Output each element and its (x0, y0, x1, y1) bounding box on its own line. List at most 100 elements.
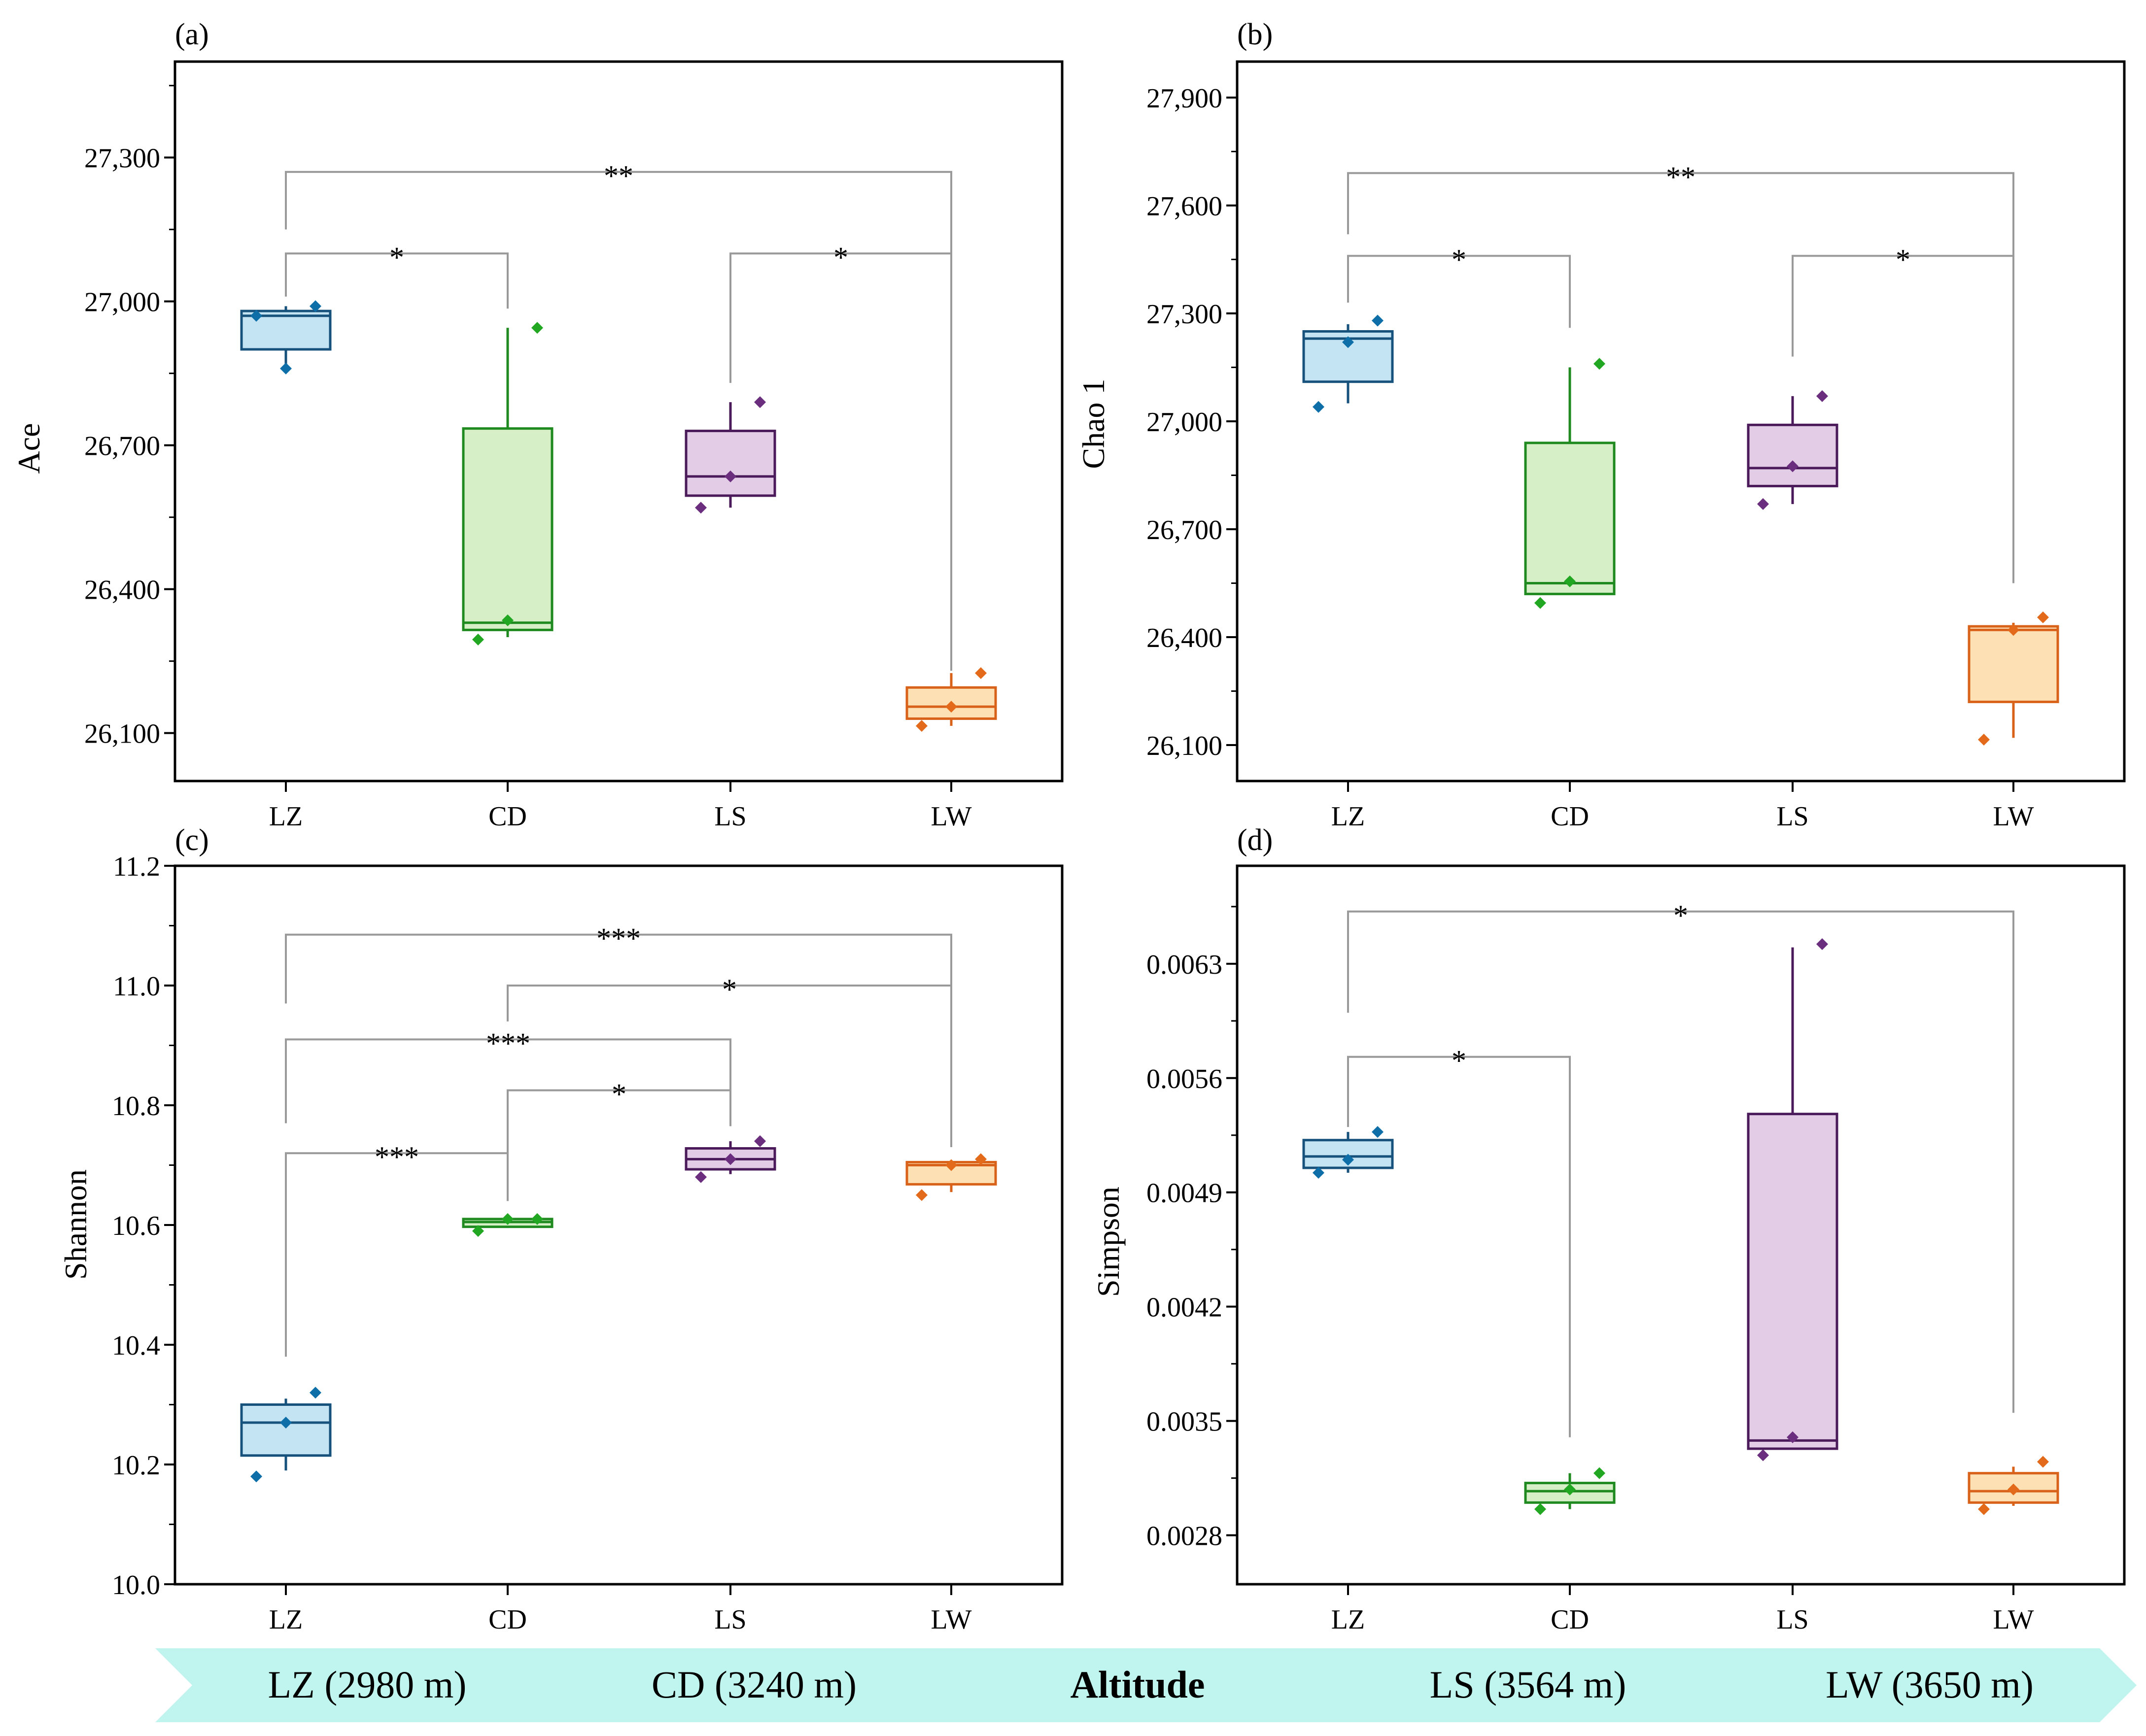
panel-d: (d) Simpson 0.00280.00350.00420.00490.00… (1091, 823, 2126, 1635)
x-tick-label-lz: LZ (1331, 1604, 1365, 1635)
significance-bracket (507, 985, 952, 1148)
panel-b-plot-area: 26,100 26,400 26,700 27,000 27,300 27,600 27,9… (1146, 83, 2059, 832)
x-tick-label-cd: CD (1551, 801, 1589, 832)
panel-b-label: (b) (1237, 18, 1273, 51)
y-tick-label: 27,300 (1146, 299, 1222, 330)
data-point-cd (531, 1213, 543, 1225)
data-point-lz (1372, 1126, 1384, 1138)
data-point-cd (1564, 575, 1576, 587)
significance-label: *** (596, 922, 641, 955)
data-point-lz (280, 1416, 292, 1429)
significance-label: * (1673, 899, 1688, 932)
significance-bracket (507, 1089, 731, 1183)
x-tick-label-lz: LZ (1331, 801, 1365, 832)
y-tick-label: 27,300 (84, 143, 160, 174)
y-tick-label: 0.0042 (1146, 1293, 1222, 1323)
panel-a-frame (173, 60, 1064, 783)
data-point-ls (695, 502, 707, 514)
box-cd (1524, 442, 1616, 595)
y-tick-label: 26,400 (84, 575, 160, 606)
altitude-arrow (155, 1648, 2137, 1722)
significance-label: * (1452, 1045, 1466, 1077)
box-ls (1747, 423, 1838, 487)
panel-b-y-axis-label: Chao 1 (1076, 378, 1111, 469)
data-point-lz (1342, 1154, 1354, 1166)
significance-label: * (833, 241, 848, 273)
x-tick-label-ls: LS (714, 801, 746, 832)
y-tick-label: 0.0035 (1146, 1407, 1222, 1437)
significance-bracket (729, 252, 952, 671)
x-tick-label-cd: CD (488, 1604, 527, 1635)
x-tick-label-lw: LW (1993, 801, 2034, 832)
significance-label: *** (486, 1027, 530, 1059)
box-cd (462, 427, 554, 631)
data-point-lw (916, 1189, 928, 1201)
y-tick-label: 27,600 (1146, 191, 1222, 222)
data-point-cd (1534, 597, 1546, 609)
banner-item-lz: LZ (2980 m) (268, 1663, 467, 1706)
significance-label: * (389, 241, 404, 273)
box-lz (240, 309, 332, 351)
box-ls (685, 429, 776, 497)
panel-c: (c) Shannon 10.0 10.2 10.4 10.6 10.8 11.0 11.2… (58, 823, 1064, 1635)
data-point-ls (1816, 938, 1828, 951)
significance-bracket (285, 1038, 731, 1126)
x-tick-label-lw: LW (931, 801, 972, 832)
significance-bracket (1347, 255, 1571, 328)
panel-c-label: (c) (175, 823, 209, 857)
y-tick-label: 11.0 (113, 971, 160, 1002)
significance-label: * (1896, 243, 1910, 276)
significance-label: ** (604, 160, 633, 192)
x-tick-label-lz: LZ (269, 801, 303, 832)
y-tick-label: 10.8 (112, 1091, 160, 1122)
x-tick-label-ls: LS (1776, 801, 1808, 832)
y-tick-label: 0.0049 (1146, 1178, 1222, 1209)
y-tick-label: 26,700 (84, 431, 160, 462)
data-point-lw (975, 667, 987, 679)
significance-label: * (612, 1078, 626, 1111)
significance-bracket (1792, 255, 2014, 583)
data-point-cd (1593, 358, 1605, 370)
data-point-lz (310, 300, 321, 312)
panel-d-y-axis-label: Simpson (1091, 1187, 1126, 1297)
data-point-lz (1313, 401, 1324, 413)
x-tick-label-ls: LS (714, 1604, 746, 1635)
data-point-lz (1372, 314, 1384, 327)
x-tick-label-lw: LW (1993, 1604, 2034, 1635)
panel-a-y-axis-label: Ace (11, 423, 46, 474)
data-point-lw (916, 720, 928, 732)
data-point-ls (1757, 1449, 1769, 1462)
y-tick-label: 0.0028 (1146, 1521, 1222, 1552)
y-tick-label: 10.2 (112, 1450, 160, 1481)
significance-bracket (285, 1152, 509, 1357)
x-tick-label-ls: LS (1776, 1604, 1808, 1635)
significance-bracket (285, 252, 509, 309)
data-point-ls (725, 470, 736, 482)
data-point-ls (695, 1171, 707, 1183)
y-tick-label: 11.2 (113, 851, 160, 882)
data-point-ls (754, 396, 766, 408)
data-point-ls (1757, 498, 1769, 510)
banner-item-ls: LS (3564 m) (1430, 1663, 1627, 1706)
data-point-ls (754, 1135, 766, 1147)
data-point-cd (472, 633, 484, 646)
box-lz (240, 1403, 332, 1457)
data-point-lw (975, 1153, 987, 1165)
data-point-lz (1313, 1166, 1324, 1179)
data-point-lw (2037, 1456, 2049, 1468)
data-point-lw (945, 701, 957, 713)
data-point-ls (1787, 460, 1799, 473)
banner-title: Altitude (1071, 1663, 1205, 1706)
data-point-cd (1593, 1467, 1605, 1479)
box-ls (1747, 1113, 1838, 1450)
banner-item-cd: CD (3240 m) (652, 1663, 857, 1706)
y-tick-label: 10.6 (112, 1211, 160, 1241)
data-point-lz (250, 1470, 262, 1483)
data-point-lw (1978, 734, 1990, 746)
panel-b: (b) Chao 1 26,100 26,400 26,700 27,000 27,30… (1076, 18, 2126, 832)
data-point-lz (250, 309, 262, 322)
significance-bracket (1347, 1055, 1571, 1437)
data-point-lw (1978, 1503, 1990, 1515)
